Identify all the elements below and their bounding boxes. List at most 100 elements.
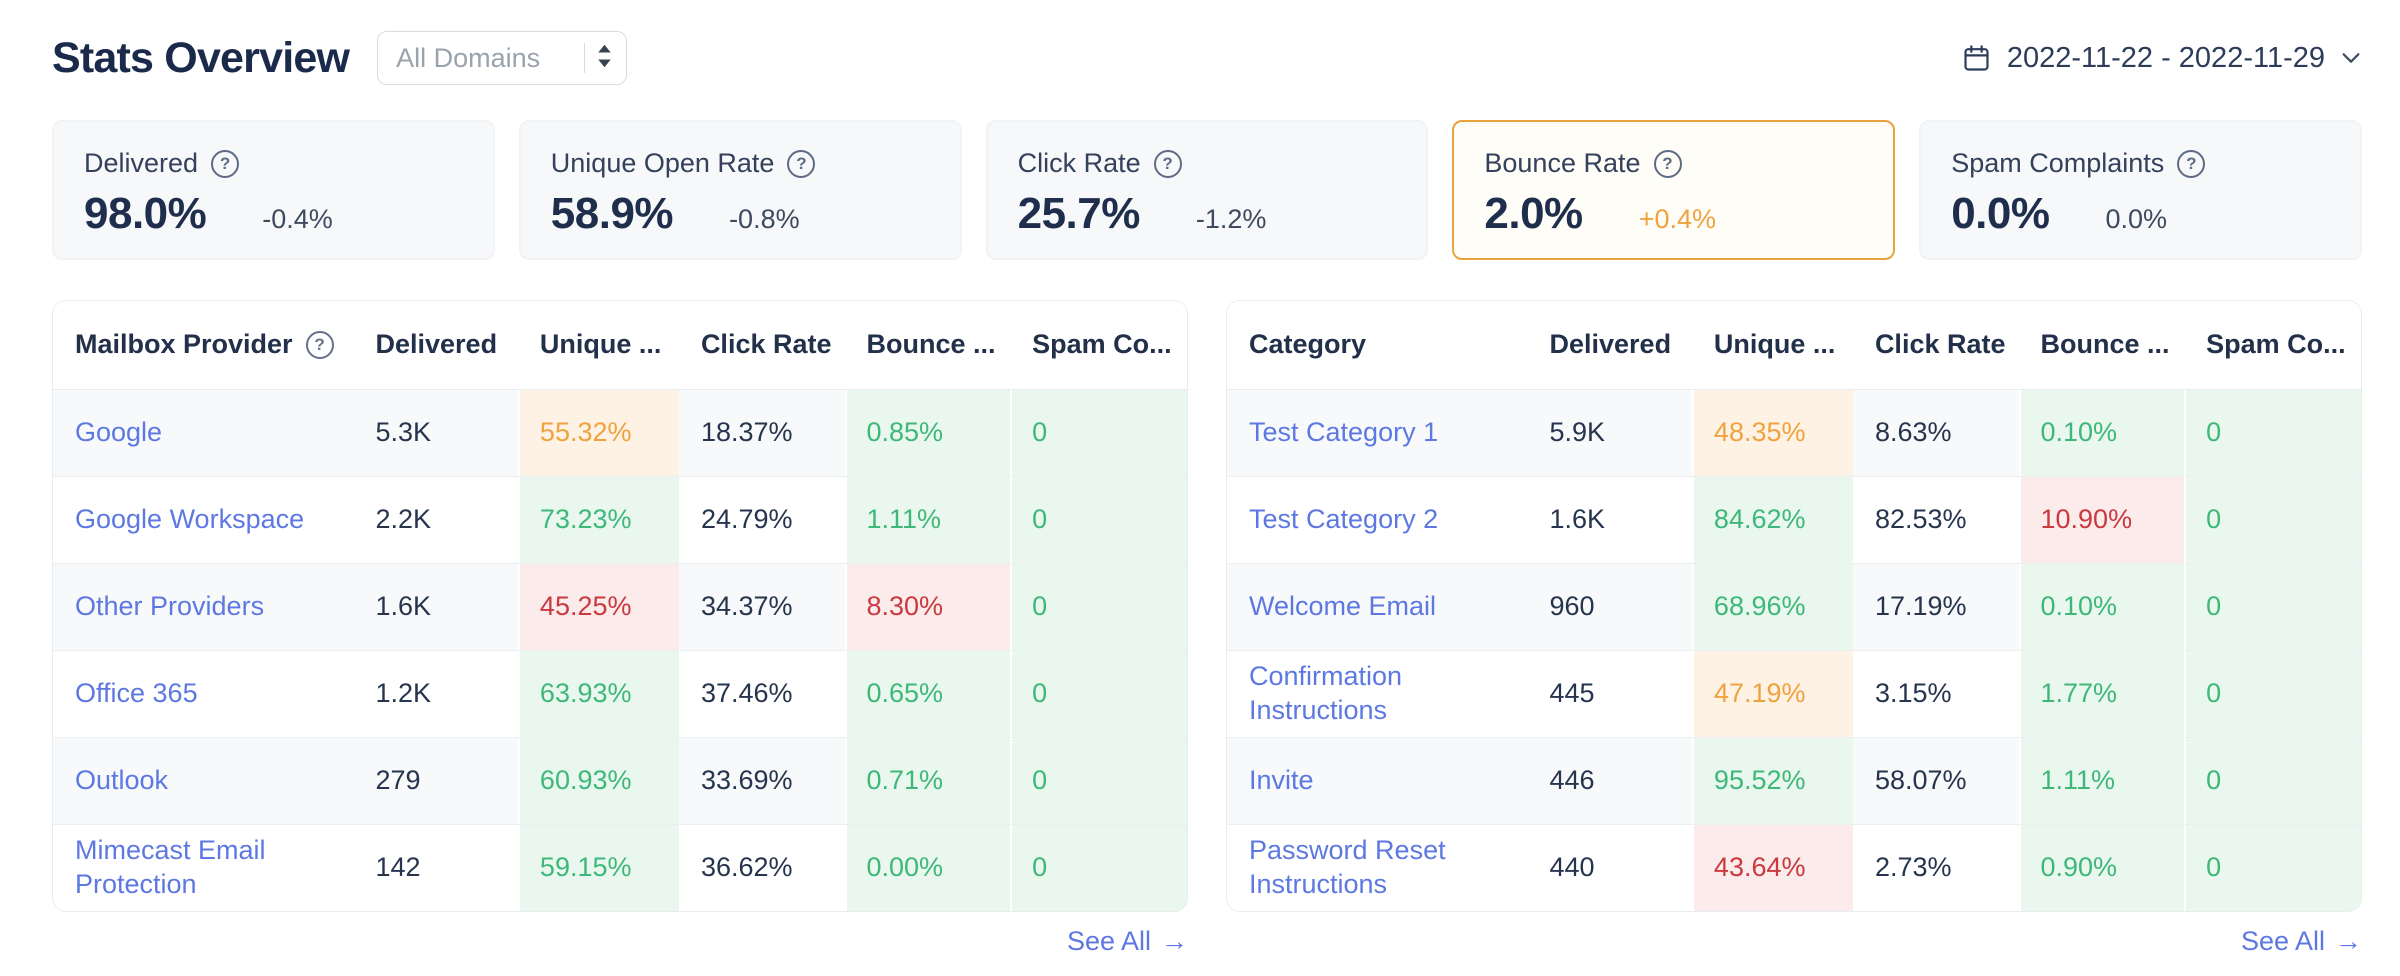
table-row: Password Reset Instructions 440 43.64% 2.73…: [1227, 823, 2361, 911]
table-row: Office 365 1.2K 63.93% 37.46% 0.65% 0: [53, 649, 1187, 737]
row-link-other-providers[interactable]: Other Providers: [75, 590, 265, 621]
stat-card-value-row: 25.7% -1.2%: [1018, 189, 1397, 239]
stat-card-delta: 0.0%: [2105, 204, 2168, 234]
column-header-click-rate: Click Rate: [678, 301, 845, 390]
stat-card-spam-complaints[interactable]: Spam Complaints? 0.0% 0.0%: [1919, 120, 2362, 260]
row-name-cell: Google: [53, 389, 354, 476]
stat-card-label: Unique Open Rate: [550, 148, 775, 178]
delivered-cell: 1.2K: [353, 649, 518, 737]
stat-card-label-row: Unique Open Rate?: [551, 148, 930, 179]
chevron-down-icon: [2340, 51, 2362, 65]
row-link-mimecast-email-protection[interactable]: Mimecast Email Protection: [75, 835, 266, 899]
table-header-row: Mailbox Provider? Delivered Unique ... Clic…: [53, 301, 1187, 390]
arrow-right-icon: →: [2335, 926, 2362, 956]
bounce-rate-cell: 0.10%: [2018, 389, 2185, 476]
stat-card-value-row: 2.0% +0.4%: [1484, 189, 1863, 239]
spam-complaints-cell: 0: [2184, 823, 2361, 911]
delivered-cell: 446: [1527, 736, 1692, 824]
stat-cards: Delivered? 98.0% -0.4% Unique Open Rate? 58.…: [52, 120, 2362, 260]
column-header-label: Category: [1249, 329, 1367, 360]
domain-select-value: All Domains: [396, 42, 541, 73]
help-circle-icon[interactable]: ?: [787, 149, 816, 178]
table-row: Other Providers 1.6K 45.25% 34.37% 8.30% 0: [53, 562, 1187, 650]
table-row: Test Category 1 5.9K 48.35% 8.63% 0.10% 0: [1227, 389, 2361, 476]
row-name-cell: Password Reset Instructions: [1227, 823, 1528, 911]
click-rate-cell: 36.62%: [678, 823, 845, 911]
column-header-inner: Bounce ...: [867, 329, 1003, 360]
unique-open-rate-cell: 73.23%: [517, 475, 679, 563]
unique-open-rate-cell: 59.15%: [517, 823, 679, 911]
unique-open-rate-cell: 47.19%: [1691, 649, 1853, 737]
stat-card-label: Spam Complaints: [1951, 148, 2165, 178]
column-header-label: Delivered: [375, 329, 498, 360]
row-link-outlook[interactable]: Outlook: [75, 764, 169, 795]
column-header-label: Click Rate: [1874, 329, 2006, 360]
row-link-google-workspace[interactable]: Google Workspace: [75, 503, 305, 534]
stat-card-label-row: Bounce Rate?: [1484, 148, 1863, 179]
see-all-row: See All →: [1226, 926, 2362, 957]
page-title: Stats Overview: [52, 33, 350, 82]
category-table-block: Category Delivered Unique ... Click Rate Bou…: [1226, 300, 2362, 957]
spam-complaints-cell: 0: [2184, 562, 2361, 650]
row-link-invite[interactable]: Invite: [1249, 764, 1314, 795]
domain-select[interactable]: All Domains: [377, 31, 628, 85]
column-header-inner: Click Rate: [1875, 329, 2011, 360]
column-header-spam-co: Spam Co...: [1010, 301, 1187, 390]
column-header-delivered: Delivered: [353, 301, 518, 390]
stat-card-delivered[interactable]: Delivered? 98.0% -0.4%: [52, 120, 495, 260]
column-header-inner: Mailbox Provider?: [75, 329, 346, 360]
click-rate-cell: 37.46%: [678, 649, 845, 737]
stat-card-label: Click Rate: [1017, 148, 1141, 178]
help-circle-icon[interactable]: ?: [1653, 149, 1682, 178]
stat-card-label-row: Click Rate?: [1018, 148, 1397, 179]
click-rate-cell: 58.07%: [1852, 736, 2019, 824]
stat-card-value: 58.9%: [550, 189, 674, 238]
spam-complaints-cell: 0: [2184, 736, 2361, 824]
stat-card-delta: -0.8%: [729, 204, 800, 234]
delivered-cell: 5.9K: [1527, 389, 1692, 476]
calendar-icon: [1961, 43, 1992, 74]
topbar: Stats Overview All Domains: [52, 28, 2362, 88]
spam-complaints-cell: 0: [2184, 389, 2361, 476]
help-circle-icon[interactable]: ?: [1153, 149, 1182, 178]
stat-card-bounce-rate[interactable]: Bounce Rate? 2.0% +0.4%: [1452, 120, 1896, 260]
spam-complaints-cell: 0: [1010, 389, 1187, 476]
stat-card-value: 2.0%: [1484, 189, 1583, 238]
delivered-cell: 440: [1527, 823, 1692, 911]
stat-card-click-rate[interactable]: Click Rate? 25.7% -1.2%: [985, 120, 1429, 260]
row-name-cell: Invite: [1227, 736, 1528, 824]
stat-card-delta: -0.4%: [262, 204, 333, 234]
stat-card-unique-open-rate[interactable]: Unique Open Rate? 58.9% -0.8%: [518, 120, 962, 260]
row-link-password-reset-instructions[interactable]: Password Reset Instructions: [1249, 835, 1446, 899]
row-name-cell: Welcome Email: [1227, 562, 1528, 650]
delivered-cell: 5.3K: [353, 389, 518, 476]
column-header-label: Click Rate: [700, 329, 832, 360]
bounce-rate-cell: 0.10%: [2018, 562, 2185, 650]
row-link-test-category-1[interactable]: Test Category 1: [1249, 416, 1439, 447]
column-header-label: Bounce ...: [2040, 329, 2170, 360]
row-link-confirmation-instructions[interactable]: Confirmation Instructions: [1249, 660, 1403, 725]
category-see-all-link[interactable]: See All →: [2241, 926, 2362, 957]
row-link-welcome-email[interactable]: Welcome Email: [1249, 590, 1437, 621]
help-circle-icon[interactable]: ?: [305, 330, 334, 359]
date-range-picker[interactable]: 2022-11-22 - 2022-11-29: [1961, 42, 2362, 75]
delivered-cell: 142: [353, 823, 518, 911]
row-link-test-category-2[interactable]: Test Category 2: [1249, 503, 1439, 534]
spam-complaints-cell: 0: [1010, 736, 1187, 824]
table-row: Invite 446 95.52% 58.07% 1.11% 0: [1227, 736, 2361, 824]
help-circle-icon[interactable]: ?: [211, 149, 240, 178]
row-link-google[interactable]: Google: [75, 416, 163, 447]
stat-card-label-row: Delivered?: [84, 148, 463, 179]
unique-open-rate-cell: 60.93%: [517, 736, 679, 824]
mailbox-provider-table: Mailbox Provider? Delivered Unique ... Clic…: [53, 301, 1187, 911]
unique-open-rate-cell: 43.64%: [1691, 823, 1853, 911]
bounce-rate-cell: 0.90%: [2018, 823, 2185, 911]
row-link-office-365[interactable]: Office 365: [75, 677, 198, 708]
delivered-cell: 279: [353, 736, 518, 824]
column-header-inner: Unique ...: [1714, 329, 1845, 360]
help-circle-icon[interactable]: ?: [2177, 149, 2206, 178]
mailbox-provider-see-all-link[interactable]: See All →: [1067, 926, 1188, 957]
mailbox-provider-table-card: Mailbox Provider? Delivered Unique ... Clic…: [52, 300, 1188, 912]
table-row: Outlook 279 60.93% 33.69% 0.71% 0: [53, 736, 1187, 824]
unique-open-rate-cell: 45.25%: [517, 562, 679, 650]
